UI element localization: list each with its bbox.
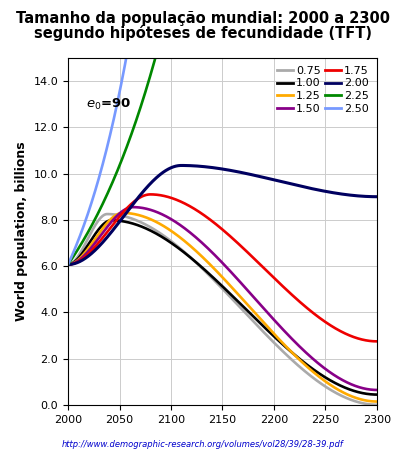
Y-axis label: World population, billions: World population, billions — [15, 142, 28, 321]
Text: segundo hipóteses de fecundidade (TFT): segundo hipóteses de fecundidade (TFT) — [34, 25, 371, 41]
Legend: 0.75, 1.00, 1.25, 1.50, 1.75, 2.00, 2.25, 2.50: 0.75, 1.00, 1.25, 1.50, 1.75, 2.00, 2.25… — [275, 64, 371, 116]
Text: http://www.demographic-research.org/volumes/vol28/39/28-39.pdf: http://www.demographic-research.org/volu… — [62, 440, 343, 449]
Text: $e_0$=90: $e_0$=90 — [85, 97, 130, 112]
Text: Tamanho da população mundial: 2000 a 2300: Tamanho da população mundial: 2000 a 230… — [16, 11, 389, 26]
